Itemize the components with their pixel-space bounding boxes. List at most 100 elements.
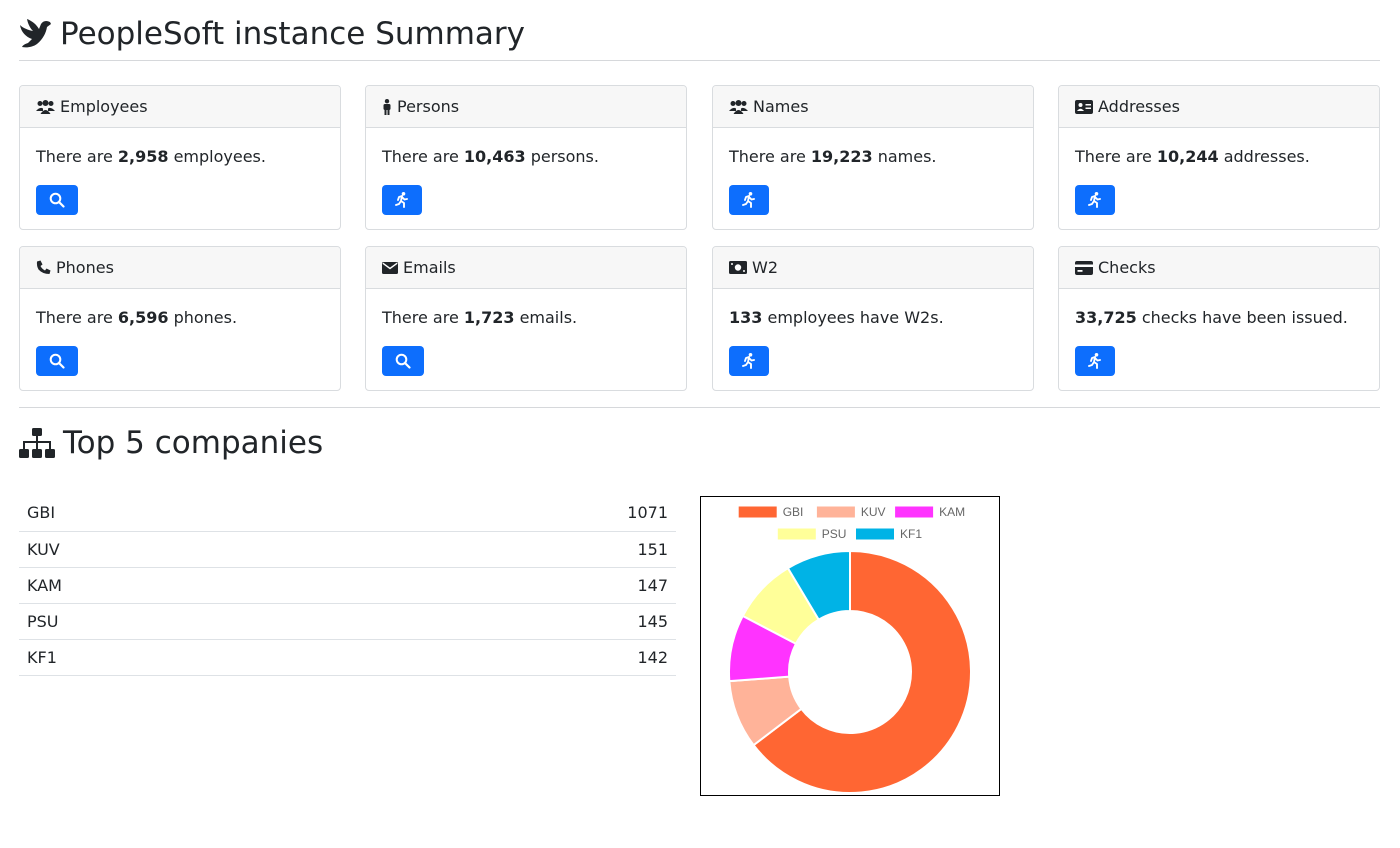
card-count: 33,725 [1075,308,1137,327]
company-name: GBI [19,495,330,532]
legend-item[interactable]: KAM [895,505,965,519]
phones-search-button[interactable] [36,346,78,376]
card-header: Checks [1059,247,1379,289]
company-count: 142 [329,639,676,676]
card-w2: W2 133 employees have W2s. [712,246,1034,391]
company-count: 145 [329,603,676,640]
company-name: PSU [19,603,330,640]
legend-swatch [895,506,934,518]
legend-item[interactable]: PSU [777,527,847,541]
running-person-icon [1088,192,1102,208]
company-name: KF1 [19,639,330,676]
companies-chart: GBI KUV KAM PSU KF1 [700,496,1000,796]
card-body: 33,725 checks have been issued. [1059,289,1379,376]
card-body: There are 6,596 phones. [20,289,340,376]
legend-label: PSU [822,527,847,541]
legend-swatch [777,528,816,540]
card-text-prefix: There are [382,147,464,166]
emails-search-button[interactable] [382,346,424,376]
card-text: 133 employees have W2s. [729,289,1017,328]
dove-icon [19,18,52,50]
card-text: There are 1,723 emails. [382,289,670,328]
card-text: There are 19,223 names. [729,128,1017,167]
card-text-prefix: There are [729,147,811,166]
card-body: There are 10,244 addresses. [1059,128,1379,215]
persons-run-button[interactable] [382,185,422,215]
card-text-suffix: addresses. [1218,147,1310,166]
card-text-suffix: employees have W2s. [762,308,944,327]
legend-swatch [738,506,777,518]
w2-run-button[interactable] [729,346,769,376]
card-header: Employees [20,86,340,128]
addresses-run-button[interactable] [1075,185,1115,215]
card-header: Names [713,86,1033,128]
card-text-suffix: phones. [168,308,238,327]
card-text-prefix: There are [1075,147,1157,166]
card-body: 133 employees have W2s. [713,289,1033,376]
card-text-suffix: employees. [168,147,266,166]
card-title: Addresses [1098,97,1180,116]
card-title: Persons [397,97,460,116]
checks-run-button[interactable] [1075,346,1115,376]
page-title: PeopleSoft instance Summary [19,12,525,56]
legend-item[interactable]: KF1 [856,527,922,541]
company-name: KUV [19,531,330,568]
running-person-icon [395,192,409,208]
card-text-prefix: There are [382,308,464,327]
table-row: KUV 151 [19,531,676,568]
card-count: 19,223 [810,147,873,166]
table-row: KAM 147 [19,567,676,604]
doughnut-chart: GBI KUV KAM PSU KF1 [728,505,972,794]
card-text: There are 2,958 employees. [36,128,324,167]
card-emails: Emails There are 1,723 emails. [365,246,687,391]
legend-label: GBI [783,505,804,519]
section-title: Top 5 companies [19,421,323,465]
address-card-icon [1075,99,1093,114]
users-icon [729,99,748,114]
card-body: There are 2,958 employees. [20,128,340,215]
employees-search-button[interactable] [36,185,78,215]
legend-label: KF1 [900,527,922,541]
money-bill-icon [729,261,747,274]
phone-icon [36,260,51,275]
legend-item[interactable]: GBI [738,505,804,519]
person-icon [382,98,392,115]
section-title-text: Top 5 companies [63,425,324,461]
card-title: Checks [1098,258,1156,277]
company-name: KAM [19,567,330,604]
legend-swatch [856,528,894,540]
envelope-icon [382,261,398,274]
companies-table: GBI 1071 KUV 151 KAM 147 PSU 145 KF1 142 [19,495,676,676]
company-count: 151 [329,531,676,568]
names-run-button[interactable] [729,185,769,215]
running-person-icon [742,192,756,208]
legend-label: KAM [939,505,965,519]
company-count: 1071 [329,495,676,532]
card-text: There are 6,596 phones. [36,289,324,328]
slice-kf1[interactable] [786,549,851,622]
running-person-icon [742,353,756,369]
legend-swatch [816,506,855,518]
table-row: GBI 1071 [19,495,676,532]
users-icon [36,99,55,114]
running-person-icon [1088,353,1102,369]
card-header: Addresses [1059,86,1379,128]
legend-item[interactable]: KUV [816,505,886,519]
card-header: Emails [366,247,686,289]
card-title: Employees [60,97,148,116]
card-title: Phones [56,258,114,277]
card-addresses: Addresses There are 10,244 addresses. [1058,85,1380,230]
card-body: There are 10,463 persons. [366,128,686,215]
card-count: 2,958 [117,147,169,166]
slice-gbi[interactable] [752,549,972,794]
legend-label: KUV [861,505,886,519]
table-row: PSU 145 [19,603,676,640]
search-icon [49,192,65,208]
card-header: Phones [20,247,340,289]
card-persons: Persons There are 10,463 persons. [365,85,687,230]
card-text-suffix: persons. [525,147,599,166]
section-divider [19,407,1380,408]
card-count: 133 [729,308,763,327]
card-phones: Phones There are 6,596 phones. [19,246,341,391]
